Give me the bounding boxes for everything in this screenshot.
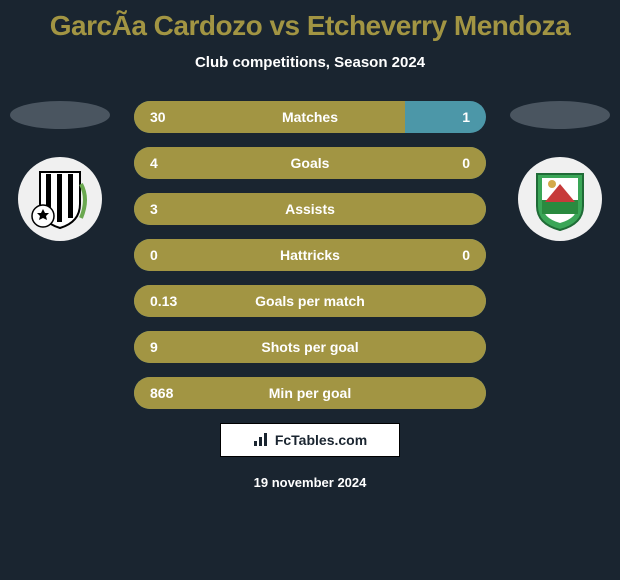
stat-row: 3Assists	[134, 193, 486, 225]
page-subtitle: Club competitions, Season 2024	[0, 54, 620, 71]
stat-row: 0.13Goals per match	[134, 285, 486, 317]
stat-row: 0Hattricks0	[134, 239, 486, 271]
stat-label: Hattricks	[134, 247, 486, 263]
stat-label: Matches	[134, 109, 486, 125]
watermark-badge: FcTables.com	[220, 423, 400, 457]
stat-row: 4Goals0	[134, 147, 486, 179]
page-title: GarcÃa Cardozo vs Etcheverry Mendoza	[0, 0, 620, 42]
bars-icon	[253, 433, 271, 447]
stat-row: 9Shots per goal	[134, 331, 486, 363]
player-slot-left	[10, 101, 110, 129]
stat-label: Goals	[134, 155, 486, 171]
stat-row: 30Matches1	[134, 101, 486, 133]
stat-label: Goals per match	[134, 293, 486, 309]
shield-mountain-icon	[525, 164, 595, 234]
stat-value-right: 0	[462, 155, 470, 171]
snapshot-date: 19 november 2024	[0, 475, 620, 490]
stats-list: 30Matches14Goals03Assists0Hattricks00.13…	[134, 101, 486, 409]
shield-stripes-icon	[25, 164, 95, 234]
stat-label: Assists	[134, 201, 486, 217]
stat-value-right: 1	[462, 109, 470, 125]
watermark-text: FcTables.com	[275, 432, 367, 448]
stat-label: Min per goal	[134, 385, 486, 401]
player-slot-right	[510, 101, 610, 129]
stat-row: 868Min per goal	[134, 377, 486, 409]
club-badge-right	[518, 157, 602, 241]
stat-label: Shots per goal	[134, 339, 486, 355]
stat-value-right: 0	[462, 247, 470, 263]
club-badge-left	[18, 157, 102, 241]
comparison-panel: 30Matches14Goals03Assists0Hattricks00.13…	[0, 101, 620, 490]
